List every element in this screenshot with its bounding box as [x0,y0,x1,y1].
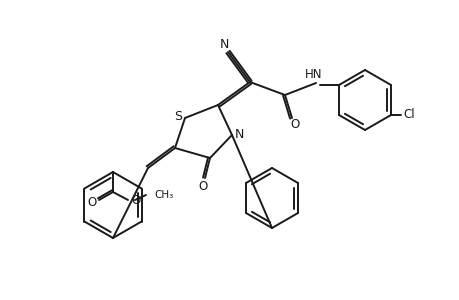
Text: O: O [290,118,299,131]
Text: CH₃: CH₃ [154,190,173,200]
Text: O: O [198,181,207,194]
Text: Cl: Cl [402,109,414,122]
Text: S: S [174,110,182,124]
Text: HN: HN [305,68,322,82]
Text: O: O [87,196,96,208]
Text: N: N [234,128,243,140]
Text: N: N [219,38,228,52]
Text: O: O [131,194,140,206]
